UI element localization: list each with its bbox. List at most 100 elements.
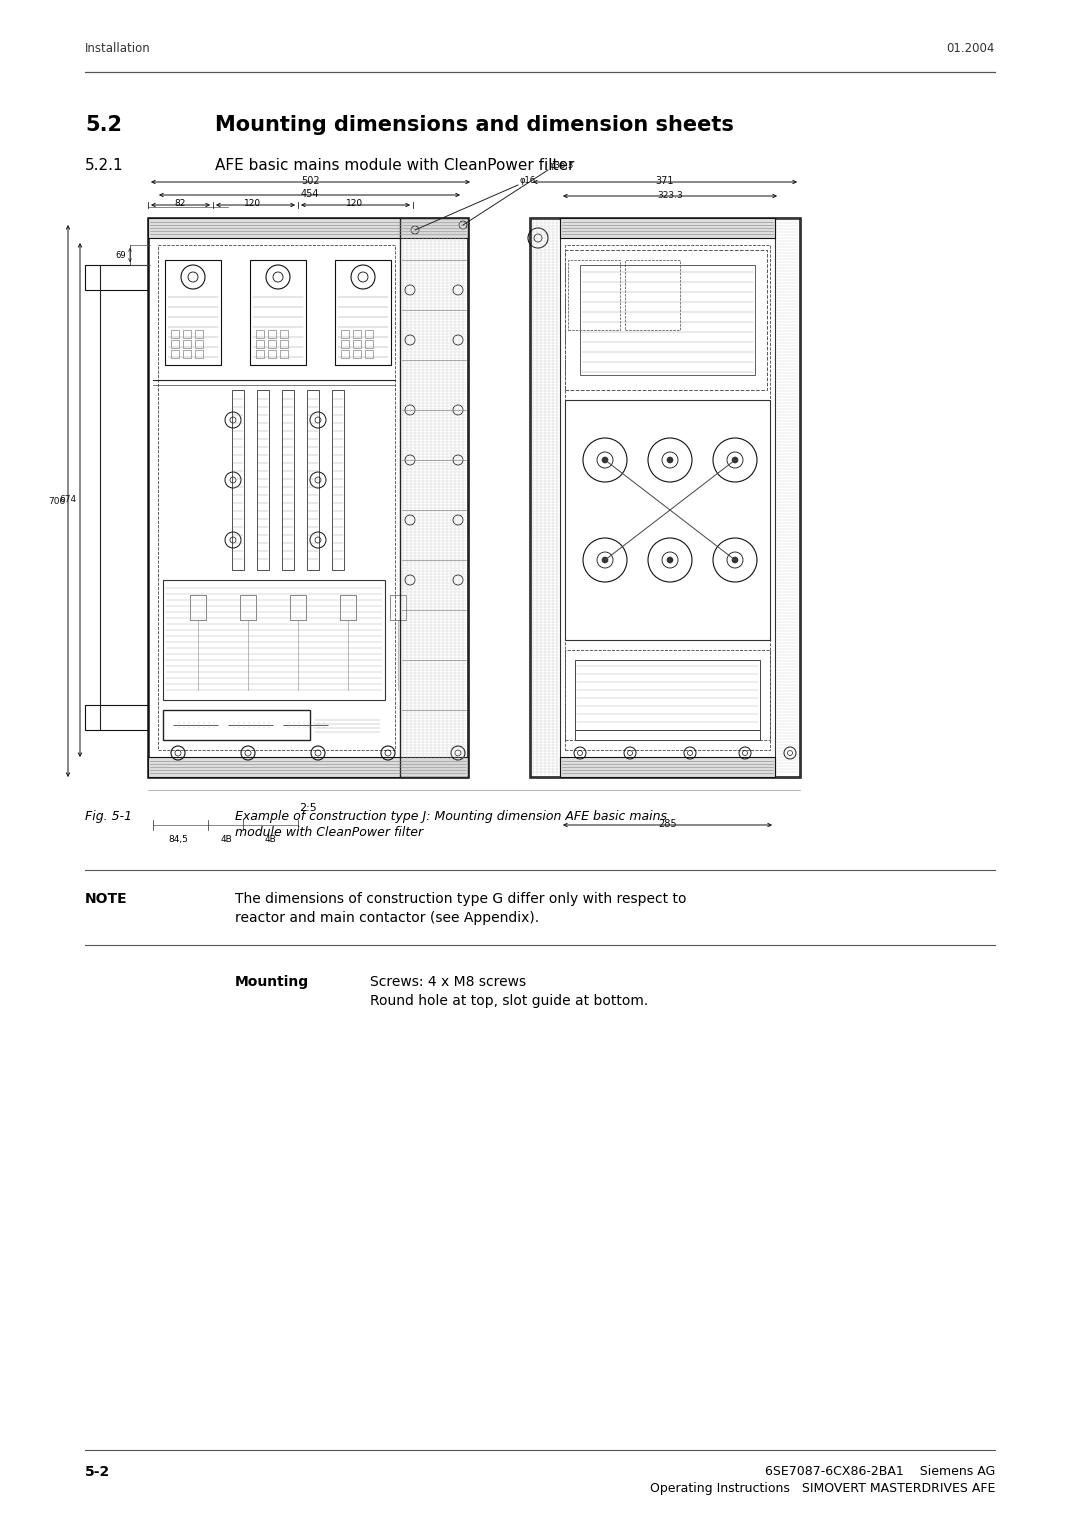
Bar — [171, 350, 179, 358]
Text: 120: 120 — [347, 199, 364, 208]
Bar — [365, 330, 373, 338]
Text: 5.2: 5.2 — [85, 115, 122, 134]
Bar — [400, 219, 468, 778]
Bar — [85, 264, 148, 290]
Bar — [575, 730, 760, 740]
Circle shape — [667, 457, 673, 463]
Text: Screws: 4 x M8 screws: Screws: 4 x M8 screws — [370, 975, 526, 989]
Bar — [390, 594, 406, 620]
Bar — [183, 330, 191, 338]
Bar — [565, 649, 770, 740]
Bar — [257, 390, 269, 570]
Bar — [148, 219, 468, 238]
Bar — [561, 219, 775, 238]
Text: 706: 706 — [48, 497, 65, 506]
Bar — [335, 260, 391, 365]
Bar — [280, 330, 288, 338]
Circle shape — [602, 457, 608, 463]
Bar — [165, 260, 221, 365]
Text: Mounting dimensions and dimension sheets: Mounting dimensions and dimension sheets — [215, 115, 734, 134]
Text: 4B: 4B — [265, 834, 275, 843]
Bar — [256, 330, 264, 338]
Text: 4B: 4B — [220, 834, 232, 843]
Text: 82: 82 — [174, 199, 186, 208]
Bar — [625, 260, 680, 330]
Bar — [148, 219, 468, 778]
Bar — [163, 711, 310, 740]
Bar — [195, 341, 203, 348]
Bar — [163, 581, 384, 700]
Text: AFE basic mains module with CleanPower filter: AFE basic mains module with CleanPower f… — [215, 157, 575, 173]
Text: Installation: Installation — [85, 41, 151, 55]
Circle shape — [732, 457, 738, 463]
Bar — [565, 400, 770, 640]
Bar — [249, 260, 306, 365]
Bar — [268, 350, 276, 358]
Bar — [171, 341, 179, 348]
Circle shape — [732, 558, 738, 562]
Bar — [195, 330, 203, 338]
Bar — [353, 341, 361, 348]
Text: Operating Instructions   SIMOVERT MASTERDRIVES AFE: Operating Instructions SIMOVERT MASTERDR… — [650, 1482, 995, 1494]
Bar — [148, 756, 468, 778]
Text: φ36,3: φ36,3 — [550, 160, 575, 170]
Text: 323.3: 323.3 — [657, 191, 683, 200]
Text: 2:5: 2:5 — [299, 804, 316, 813]
Bar — [365, 350, 373, 358]
Bar — [232, 390, 244, 570]
Bar — [280, 350, 288, 358]
Text: 5-2: 5-2 — [85, 1465, 110, 1479]
Text: 371: 371 — [656, 176, 674, 186]
Bar — [341, 350, 349, 358]
Bar — [282, 390, 294, 570]
Bar — [353, 330, 361, 338]
Bar — [256, 341, 264, 348]
Bar — [307, 390, 319, 570]
Bar — [340, 594, 356, 620]
Text: reactor and main contactor (see Appendix).: reactor and main contactor (see Appendix… — [235, 911, 539, 924]
Bar — [341, 330, 349, 338]
Bar — [268, 341, 276, 348]
Bar — [268, 330, 276, 338]
Bar — [195, 350, 203, 358]
Circle shape — [667, 558, 673, 562]
Bar — [341, 341, 349, 348]
Bar — [565, 251, 767, 390]
Bar — [256, 350, 264, 358]
Text: 69: 69 — [116, 251, 126, 260]
Text: 502: 502 — [301, 176, 320, 186]
Text: φ16: φ16 — [519, 176, 536, 185]
Bar — [565, 244, 770, 750]
Text: The dimensions of construction type G differ only with respect to: The dimensions of construction type G di… — [235, 892, 687, 906]
Text: 84,5: 84,5 — [168, 834, 188, 843]
Bar — [530, 219, 561, 778]
Text: 01.2004: 01.2004 — [947, 41, 995, 55]
Bar — [171, 330, 179, 338]
Bar — [575, 660, 760, 730]
Bar — [580, 264, 755, 374]
Text: 5.2.1: 5.2.1 — [85, 157, 123, 173]
Bar — [568, 260, 620, 330]
Text: 454: 454 — [300, 189, 319, 199]
Bar — [183, 341, 191, 348]
Bar — [365, 341, 373, 348]
Bar — [775, 219, 800, 778]
Text: 674: 674 — [59, 495, 77, 504]
Bar — [353, 350, 361, 358]
Text: Example of construction type J: Mounting dimension AFE basic mains: Example of construction type J: Mounting… — [235, 810, 667, 824]
Bar — [158, 244, 395, 750]
Bar — [183, 350, 191, 358]
Text: Mounting: Mounting — [235, 975, 309, 989]
Bar — [240, 594, 256, 620]
Text: 120: 120 — [244, 199, 261, 208]
Bar — [530, 219, 800, 778]
Bar — [332, 390, 345, 570]
Bar — [280, 341, 288, 348]
Text: module with CleanPower filter: module with CleanPower filter — [235, 827, 423, 839]
Text: Round hole at top, slot guide at bottom.: Round hole at top, slot guide at bottom. — [370, 995, 648, 1008]
Text: Fig. 5-1: Fig. 5-1 — [85, 810, 132, 824]
Text: 285: 285 — [658, 819, 677, 830]
Bar — [190, 594, 206, 620]
Text: 6SE7087-6CX86-2BA1    Siemens AG: 6SE7087-6CX86-2BA1 Siemens AG — [765, 1465, 995, 1478]
Text: NOTE: NOTE — [85, 892, 127, 906]
